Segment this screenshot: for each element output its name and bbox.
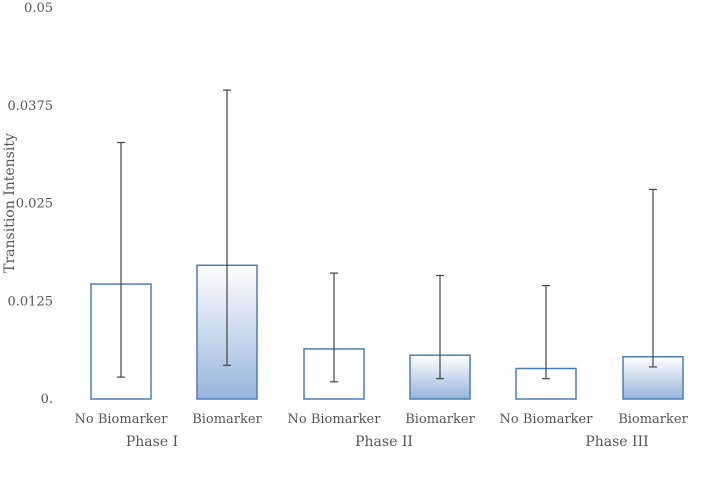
category-labels: No Biomarker Biomarker No Biomarker Biomark… — [75, 412, 689, 427]
error-bar — [542, 285, 550, 380]
phase-label: Phase I — [126, 434, 178, 450]
error-bar — [649, 188, 657, 368]
phase-label: Phase III — [585, 434, 648, 450]
error-bar — [436, 274, 444, 380]
y-tick-label: 0. — [41, 392, 53, 407]
category-label: No Biomarker — [75, 412, 169, 427]
y-tick-labels: 0. 0.0125 0.025 0.0375 0.05 — [8, 1, 54, 407]
error-bars — [117, 89, 657, 383]
y-tick-label: 0.05 — [24, 1, 53, 16]
error-bar — [223, 89, 231, 366]
y-tick-label: 0.025 — [16, 197, 53, 212]
phase-label: Phase II — [355, 434, 413, 450]
error-bar — [330, 272, 338, 383]
error-bar — [117, 141, 125, 378]
bars — [90, 264, 684, 400]
category-label: No Biomarker — [288, 412, 382, 427]
phase-labels: Phase I Phase II Phase III — [126, 434, 649, 450]
category-label: Biomarker — [618, 412, 688, 427]
category-label: Biomarker — [192, 412, 262, 427]
y-tick-label: 0.0375 — [8, 99, 54, 114]
y-tick-label: 0.0125 — [8, 294, 54, 309]
y-axis-title: Transition Intensity — [2, 133, 18, 273]
category-label: Biomarker — [405, 412, 475, 427]
category-label: No Biomarker — [500, 412, 594, 427]
